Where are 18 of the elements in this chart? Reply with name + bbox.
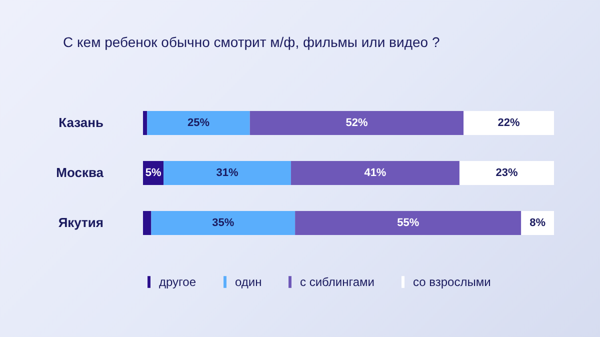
data-label: 8% — [530, 217, 546, 229]
data-label: 25% — [187, 117, 210, 129]
data-label: 55% — [397, 217, 420, 229]
y-tick-label: Казань — [58, 115, 104, 130]
data-label: 41% — [364, 167, 386, 179]
chart-title: С кем ребенок обычно смотрит м/ф, фильмы или видео ? — [63, 34, 440, 50]
data-label: 35% — [212, 217, 234, 229]
data-label: 5% — [145, 167, 162, 179]
y-tick-label: Якутия — [58, 215, 104, 230]
data-label: 23% — [496, 167, 518, 179]
data-label: 52% — [346, 117, 368, 129]
data-label: 31% — [216, 167, 238, 179]
legend-label: другое — [159, 275, 196, 289]
legend-label: с сиблингами — [300, 275, 374, 289]
legend-label: со взрослыми — [413, 275, 491, 289]
data-label: 22% — [498, 117, 520, 129]
legend-label: один — [235, 275, 262, 289]
y-tick-label: Москва — [56, 165, 104, 180]
